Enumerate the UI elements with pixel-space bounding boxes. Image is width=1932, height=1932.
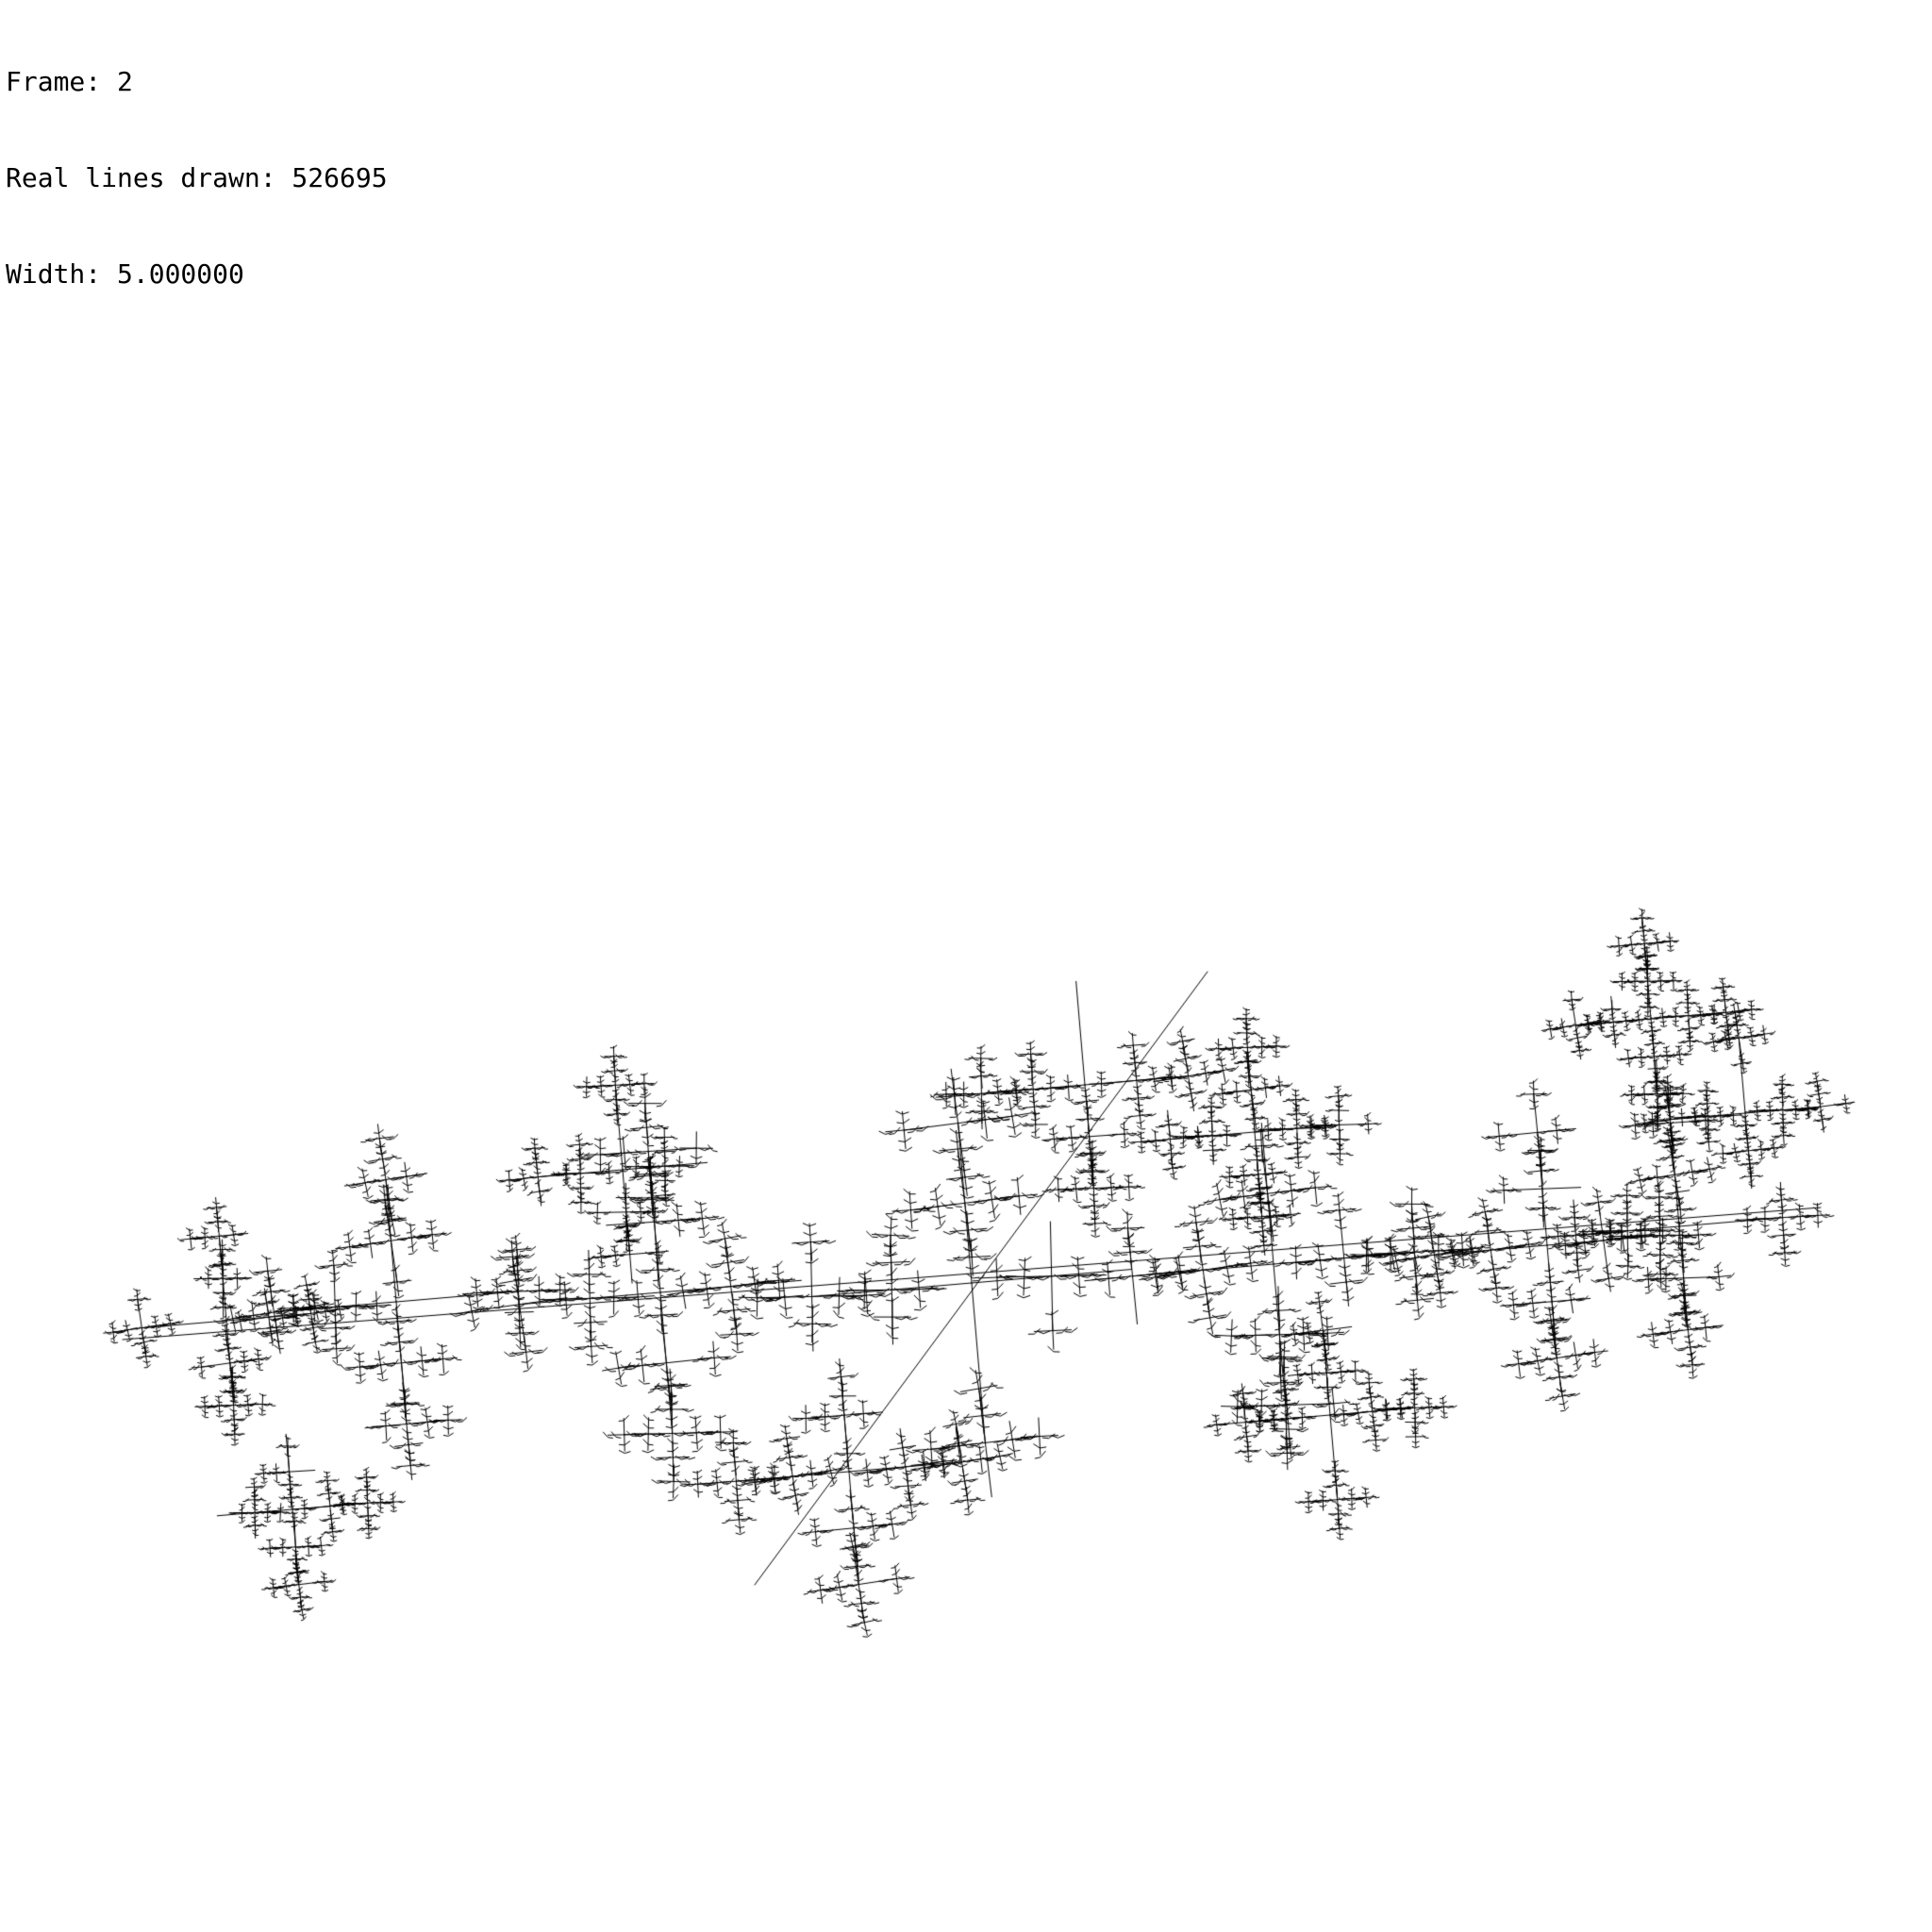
debug-overlay: Frame: 2 Real lines drawn: 526695 Width:… — [6, 2, 388, 355]
line-width-readout: Width: 5.000000 — [6, 258, 244, 290]
frame-counter: Frame: 2 — [6, 66, 133, 97]
lines-drawn-counter: Real lines drawn: 526695 — [6, 162, 388, 193]
